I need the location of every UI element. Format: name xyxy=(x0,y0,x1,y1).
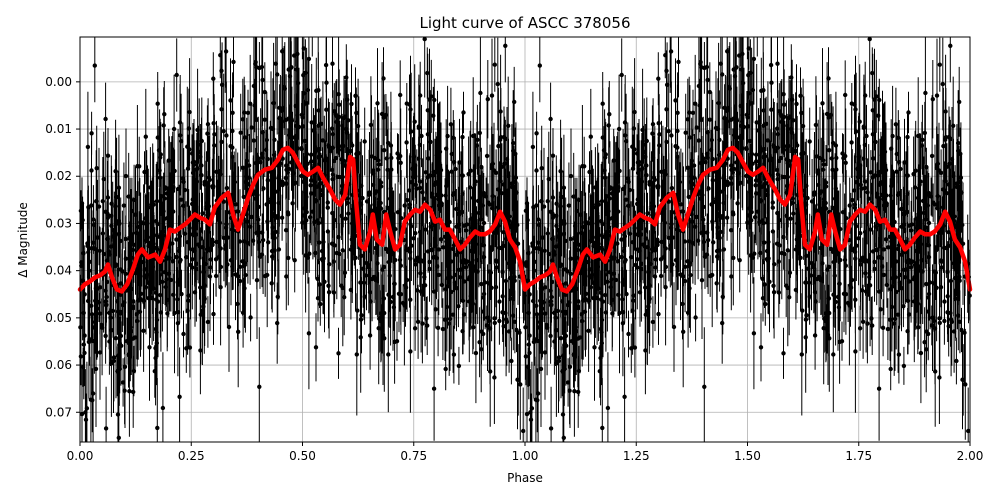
y-tick-label: 0.07 xyxy=(45,405,72,419)
x-axis-ticks: 0.00 0.25 0.50 0.75 1.00 1.25 1.50 1.75 2.00 xyxy=(67,442,984,463)
x-tick-label: 0.50 xyxy=(289,449,316,463)
observation-points xyxy=(78,36,972,442)
x-tick-label: 2.00 xyxy=(957,449,984,463)
y-tick-label: 0.01 xyxy=(45,122,72,136)
y-tick-label: 0.06 xyxy=(45,358,72,372)
x-tick-label: 0.00 xyxy=(67,449,94,463)
x-tick-label: 1.00 xyxy=(512,449,539,463)
y-axis-ticks: 0.00 0.01 0.02 0.03 0.04 0.05 0.06 0.07 xyxy=(45,75,80,419)
y-tick-label: 0.04 xyxy=(45,264,72,278)
x-tick-label: 0.75 xyxy=(400,449,427,463)
y-tick-label: 0.00 xyxy=(45,75,72,89)
x-axis-label: Phase xyxy=(507,471,543,485)
x-tick-label: 1.25 xyxy=(623,449,650,463)
y-axis-label: Δ Magnitude xyxy=(16,202,30,278)
y-tick-label: 0.05 xyxy=(45,311,72,325)
x-tick-label: 1.50 xyxy=(734,449,761,463)
x-tick-label: 0.25 xyxy=(178,449,205,463)
plot-area xyxy=(77,36,973,443)
chart-title: Light curve of ASCC 378056 xyxy=(420,14,631,32)
x-tick-label: 1.75 xyxy=(845,449,872,463)
y-tick-label: 0.03 xyxy=(45,216,72,230)
y-tick-label: 0.02 xyxy=(45,169,72,183)
binned-mean-line xyxy=(77,145,973,294)
